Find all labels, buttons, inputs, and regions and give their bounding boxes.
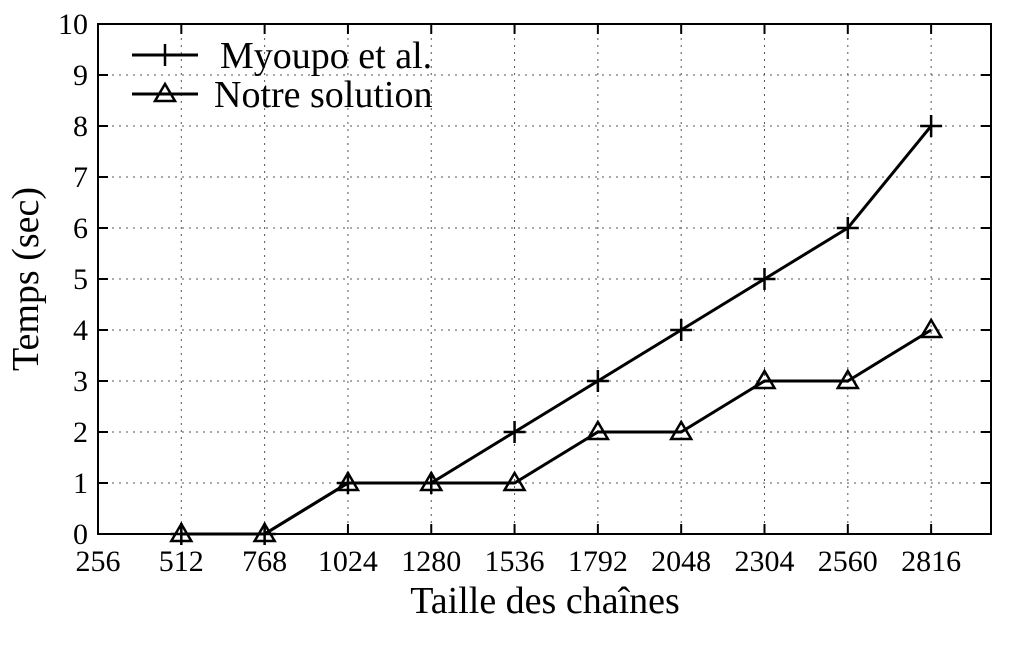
y-tick-label: 3 [73, 365, 88, 398]
y-axis-title: Temps (sec) [5, 187, 47, 371]
data-point [918, 317, 944, 339]
y-tick-label: 8 [73, 110, 88, 143]
data-point [752, 368, 777, 390]
data-point [586, 370, 609, 392]
series-1 [169, 317, 944, 543]
legend-label-myoupo: Myoupo et al. [220, 35, 432, 77]
x-tick-label: 1536 [485, 545, 545, 578]
x-tick-label: 2816 [901, 545, 961, 578]
series-line [181, 328, 932, 536]
y-tick-label: 7 [73, 161, 88, 194]
x-tick-label: 768 [242, 545, 287, 578]
x-tick-label: 256 [76, 545, 121, 578]
legend-item-notre-solution: Notre solution [132, 74, 432, 116]
data-point [670, 319, 693, 341]
y-tick-label: 10 [58, 8, 88, 41]
data-point [668, 419, 694, 441]
x-tick-label: 2304 [734, 545, 794, 578]
data-point [335, 470, 361, 492]
legend-item-myoupo: Myoupo et al. [132, 35, 432, 77]
y-tick-label: 4 [73, 314, 88, 347]
x-tick-label: 2048 [651, 545, 711, 578]
series-line [181, 125, 933, 536]
y-tick-label: 6 [73, 212, 88, 245]
legend-label-notre-solution: Notre solution [214, 74, 432, 116]
x-tick-label: 1280 [401, 545, 461, 578]
grid-lines [98, 24, 991, 534]
y-tick-label: 5 [73, 263, 88, 296]
x-axis-title: Taille des chaînes [410, 580, 680, 622]
legend: Myoupo et al. Notre solution [132, 35, 432, 116]
data-point [753, 268, 776, 290]
data-point [585, 419, 611, 441]
legend-marker [152, 81, 178, 103]
legend-marker [154, 44, 176, 66]
x-tick-label: 1792 [568, 545, 628, 578]
y-tick-labels: 0 1 2 3 4 5 6 7 8 9 10 [58, 8, 88, 551]
x-tick-label: 2560 [818, 545, 878, 578]
data-point [252, 521, 277, 543]
y-tick-label: 9 [73, 59, 88, 92]
y-tick-label: 1 [73, 467, 88, 500]
data-point [920, 115, 943, 137]
x-tick-label: 512 [159, 545, 204, 578]
y-tick-label: 0 [73, 518, 88, 551]
data-point [503, 421, 526, 443]
series-group [169, 115, 944, 545]
data-point [169, 521, 194, 543]
x-tick-labels: 256 512 768 1024 1280 1536 1792 2048 2304 2560 281… [76, 545, 962, 578]
data-point [835, 368, 860, 390]
y-tick-label: 2 [73, 416, 88, 449]
data-point [502, 470, 527, 492]
data-point [419, 470, 444, 492]
data-point [836, 217, 859, 239]
x-tick-label: 1024 [318, 545, 378, 578]
